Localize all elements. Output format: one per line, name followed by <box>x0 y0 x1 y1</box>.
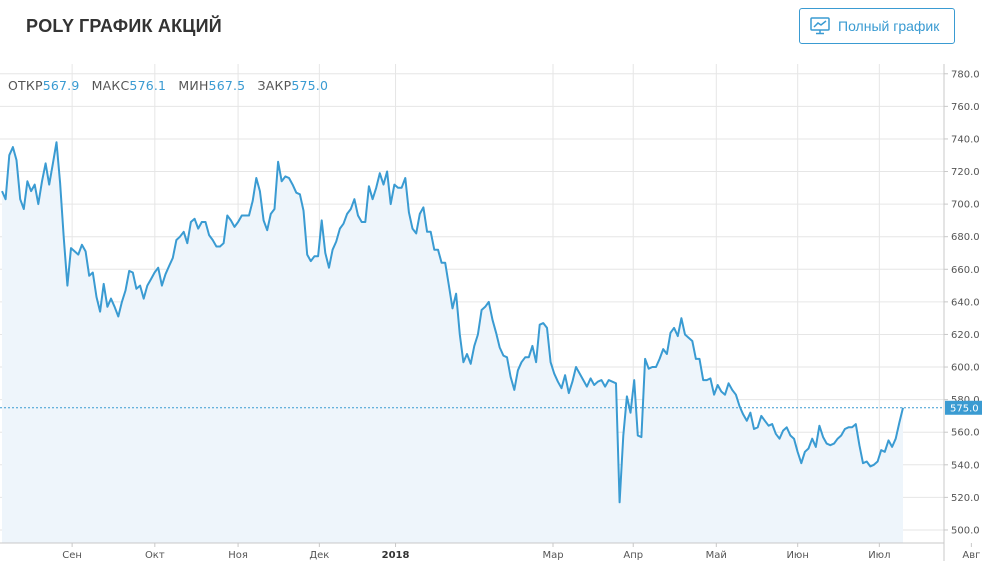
high-value: 576.1 <box>129 78 167 93</box>
y-tick-label: 780.0 <box>951 69 980 80</box>
full-chart-button-label: Полный график <box>838 18 940 34</box>
y-tick-label: 560.0 <box>951 428 980 439</box>
y-tick-label: 580.0 <box>951 395 980 406</box>
current-price-badge <box>945 400 982 415</box>
y-tick-label: 720.0 <box>951 167 980 178</box>
open-label: ОТКР <box>8 78 43 93</box>
x-tick-label: Сен <box>62 550 82 561</box>
open-value: 567.9 <box>42 78 80 93</box>
high-label: МАКС <box>91 78 130 93</box>
x-tick-label: Ноя <box>228 550 248 561</box>
y-tick-label: 760.0 <box>951 102 980 113</box>
current-price-value: 575.0 <box>950 403 979 414</box>
y-tick-label: 680.0 <box>951 232 980 243</box>
x-axis-ticks: Сен Окт Ноя Дек 2018 Мар Апр Май Июн Июл Авг <box>62 543 980 561</box>
x-tick-label: Июл <box>868 550 890 561</box>
x-tick-label: Мар <box>542 550 563 561</box>
current-price-label: 575.0 <box>945 400 982 415</box>
low-value: 567.5 <box>208 78 246 93</box>
line-chart-monitor-icon <box>810 17 830 35</box>
y-tick-label: 640.0 <box>951 297 980 308</box>
price-line <box>1 141 904 504</box>
y-tick-label: 660.0 <box>951 265 980 276</box>
y-tick-label: 600.0 <box>951 363 980 374</box>
full-chart-button[interactable]: Полный график <box>799 8 955 44</box>
close-label: ЗАКР <box>257 78 292 93</box>
y-tick-label: 540.0 <box>951 460 980 471</box>
x-tick-label: Июн <box>786 550 808 561</box>
x-tick-label: Май <box>706 550 727 561</box>
price-area-fill <box>2 142 903 543</box>
ohlc-readout: ОТКР567.9 МАКС576.1 МИН567.5 ЗАКР575.0 <box>8 78 336 93</box>
low-label: МИН <box>178 78 209 93</box>
y-tick-label: 620.0 <box>951 330 980 341</box>
y-tick-label: 740.0 <box>951 134 980 145</box>
x-tick-label: Авг <box>962 550 980 561</box>
x-tick-label: Апр <box>623 550 643 561</box>
y-tick-label: 500.0 <box>951 525 980 536</box>
page-title: POLY ГРАФИК АКЦИЙ <box>26 16 222 36</box>
y-tick-label: 520.0 <box>951 493 980 504</box>
x-tick-label: Дек <box>309 550 329 561</box>
close-value: 575.0 <box>291 78 329 93</box>
y-tick-label: 700.0 <box>951 200 980 211</box>
x-tick-label: Окт <box>145 550 165 561</box>
y-axis-ticks: 500.0 520.0 540.0 560.0 580.0 600.0 620.0 640.0… <box>944 69 980 536</box>
x-tick-label: 2018 <box>382 550 410 561</box>
